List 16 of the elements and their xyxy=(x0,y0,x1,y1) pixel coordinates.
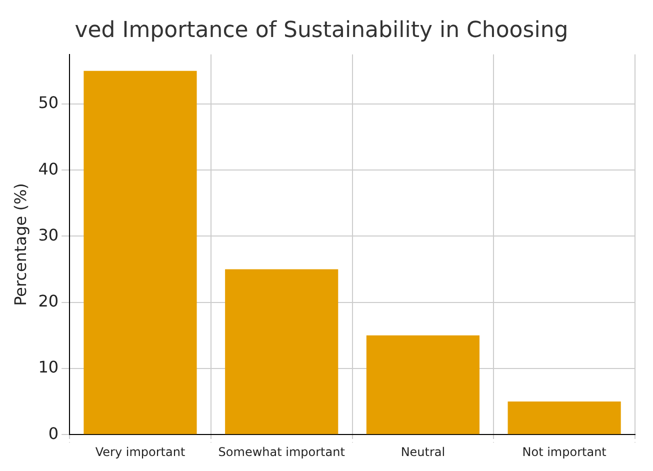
y-tick-label: 30 xyxy=(38,225,59,244)
bar xyxy=(84,70,197,434)
y-tick-label: 10 xyxy=(38,358,59,377)
bar xyxy=(366,335,480,434)
bar xyxy=(508,402,621,434)
x-tick-label: Not important xyxy=(522,444,607,459)
y-tick-label: 40 xyxy=(38,159,59,178)
y-tick-label: 50 xyxy=(38,93,59,112)
x-tick-label: Neutral xyxy=(400,444,446,459)
y-tick-label: 20 xyxy=(38,292,59,311)
x-tick-label: Somewhat important xyxy=(218,444,346,459)
y-axis-title: Percentage (%) xyxy=(10,183,30,306)
y-tick-label: 0 xyxy=(48,424,59,443)
bar xyxy=(225,269,338,434)
chart-title: ved Importance of Sustainability in Choosing xyxy=(74,18,568,43)
x-tick-label: Very important xyxy=(95,444,186,459)
